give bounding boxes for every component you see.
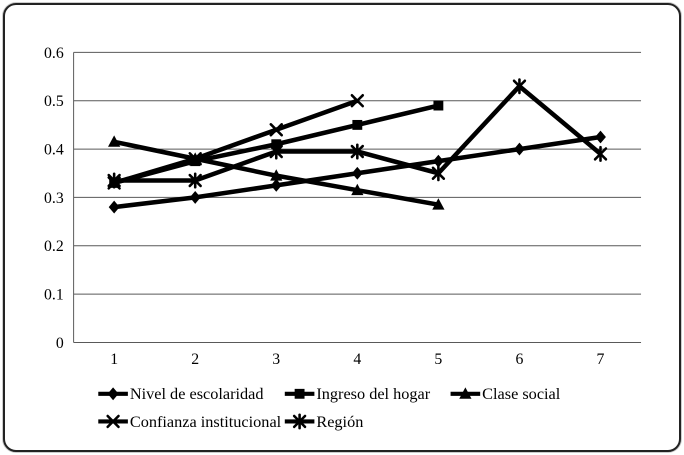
data-point-marker-triangle — [351, 183, 364, 196]
data-point-marker-square — [352, 119, 363, 130]
data-point-marker-diamond — [108, 200, 120, 214]
y-tick-label: 0.3 — [44, 190, 64, 207]
legend-label: Clase social — [482, 384, 561, 403]
legend-item-region: Región — [284, 412, 363, 431]
data-point-marker-diamond — [514, 142, 525, 156]
legend-item-clase-social: Clase social — [450, 384, 561, 403]
legend-label: Confianza institucional — [130, 412, 282, 431]
data-point-marker-diamond — [351, 166, 363, 180]
data-point-marker-x — [269, 123, 283, 137]
y-tick-label: 0.2 — [44, 238, 64, 255]
data-point-marker-x — [106, 414, 120, 429]
legend-label: Ingreso del hogar — [316, 384, 430, 403]
x-tick-label: 1 — [110, 351, 118, 368]
data-point-marker-x — [188, 152, 202, 166]
y-tick-label: 0.6 — [44, 45, 64, 62]
line-chart: 0 0.1 0.2 0.3 0.4 0.5 0.6 1 2 3 4 5 6 7 Nivel de escol… — [44, 45, 642, 431]
legend-label: Región — [316, 412, 363, 431]
x-tick-label: 3 — [272, 351, 280, 368]
chart-frame: 0 0.1 0.2 0.3 0.4 0.5 0.6 1 2 3 4 5 6 7 Nivel de escol… — [3, 3, 681, 452]
series-line-confianza-institucional — [113, 98, 359, 186]
data-point-marker-triangle — [270, 169, 283, 181]
data-point-marker-square — [433, 100, 444, 111]
data-point-marker-triangle — [432, 198, 445, 210]
x-tick-label: 6 — [515, 351, 523, 368]
data-point-marker-diamond — [595, 130, 606, 144]
series-nivel-de-escolaridad — [108, 130, 606, 214]
series-confianza-institucional — [107, 94, 365, 190]
data-point-marker-diamond — [270, 178, 282, 192]
x-tick-label: 2 — [191, 351, 199, 368]
data-point-marker-diamond — [107, 387, 119, 401]
legend-label: Nivel de escolaridad — [130, 384, 264, 403]
x-tick-label: 4 — [353, 351, 361, 368]
x-tick-label: 7 — [597, 351, 605, 368]
data-point-marker-square — [294, 388, 305, 399]
y-tick-label: 0.5 — [44, 93, 64, 110]
data-point-marker-triangle — [108, 135, 121, 147]
y-tick-label: 0 — [56, 335, 64, 352]
legend-item-ingreso-del-hogar: Ingreso del hogar — [284, 384, 431, 403]
data-point-marker-diamond — [432, 154, 444, 168]
legend-item-confianza-institucional: Confianza institucional — [98, 412, 282, 431]
y-tick-label: 0.4 — [44, 142, 64, 159]
data-point-marker-x — [350, 94, 365, 108]
data-point-marker-diamond — [189, 191, 201, 204]
data-point-marker-triangle — [459, 387, 472, 399]
y-tick-label: 0.1 — [44, 287, 64, 304]
legend-item-nivel-de-escolaridad: Nivel de escolaridad — [98, 384, 264, 403]
x-tick-label: 5 — [434, 351, 442, 368]
series-region — [107, 78, 608, 189]
